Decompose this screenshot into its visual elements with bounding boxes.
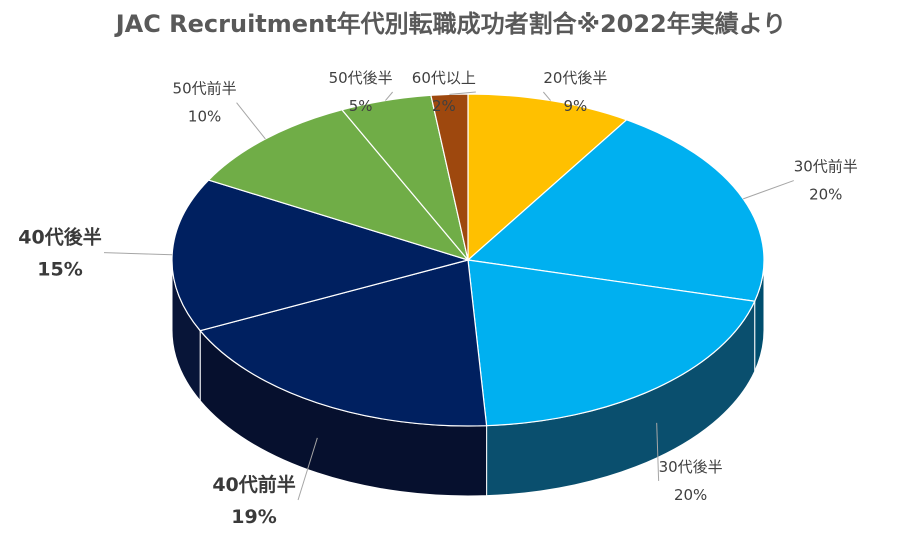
leader-line-3 [297,437,318,501]
pie-slice-5 [207,109,470,262]
slice-label-2: 30代後半 [659,458,723,476]
slice-label-7: 60代以上 [412,69,476,87]
slice-percent-7: 2% [432,97,456,115]
leader-line-0 [542,91,551,101]
pie-tops [171,93,765,427]
leader-line-1 [743,180,794,200]
chart-title: JAC Recruitment年代別転職成功者割合※2022年実績より [115,10,787,38]
slice-percent-2: 20% [674,486,707,504]
slice-label-3: 40代前半 [212,473,295,496]
pie-slice-2 [467,259,756,427]
leader-line-7 [449,91,476,95]
slice-percent-1: 20% [809,186,842,204]
pie-sides [171,259,765,497]
slice-percent-3: 19% [231,506,276,528]
leader-line-4 [103,252,173,256]
leader-lines [103,91,794,501]
slice-label-6: 50代後半 [329,69,393,87]
slice-percent-4: 15% [37,259,82,281]
slice-label-5: 50代前半 [173,80,237,98]
data-labels: 20代後半 9% 30代前半 20% 30代後半 20% 40代前半 19% 40代後半 15% 5… [18,69,858,528]
slice-percent-6: 5% [349,97,373,115]
slice-percent-5: 10% [188,108,221,126]
slice-label-1: 30代前半 [794,158,858,176]
leader-line-6 [385,91,394,101]
slice-label-0: 20代後半 [543,69,607,87]
leader-line-2 [656,422,660,481]
pie-slice-3 [199,259,488,427]
leader-line-5 [236,102,266,140]
slice-percent-0: 9% [563,97,587,115]
slice-label-4: 40代後半 [18,226,101,249]
